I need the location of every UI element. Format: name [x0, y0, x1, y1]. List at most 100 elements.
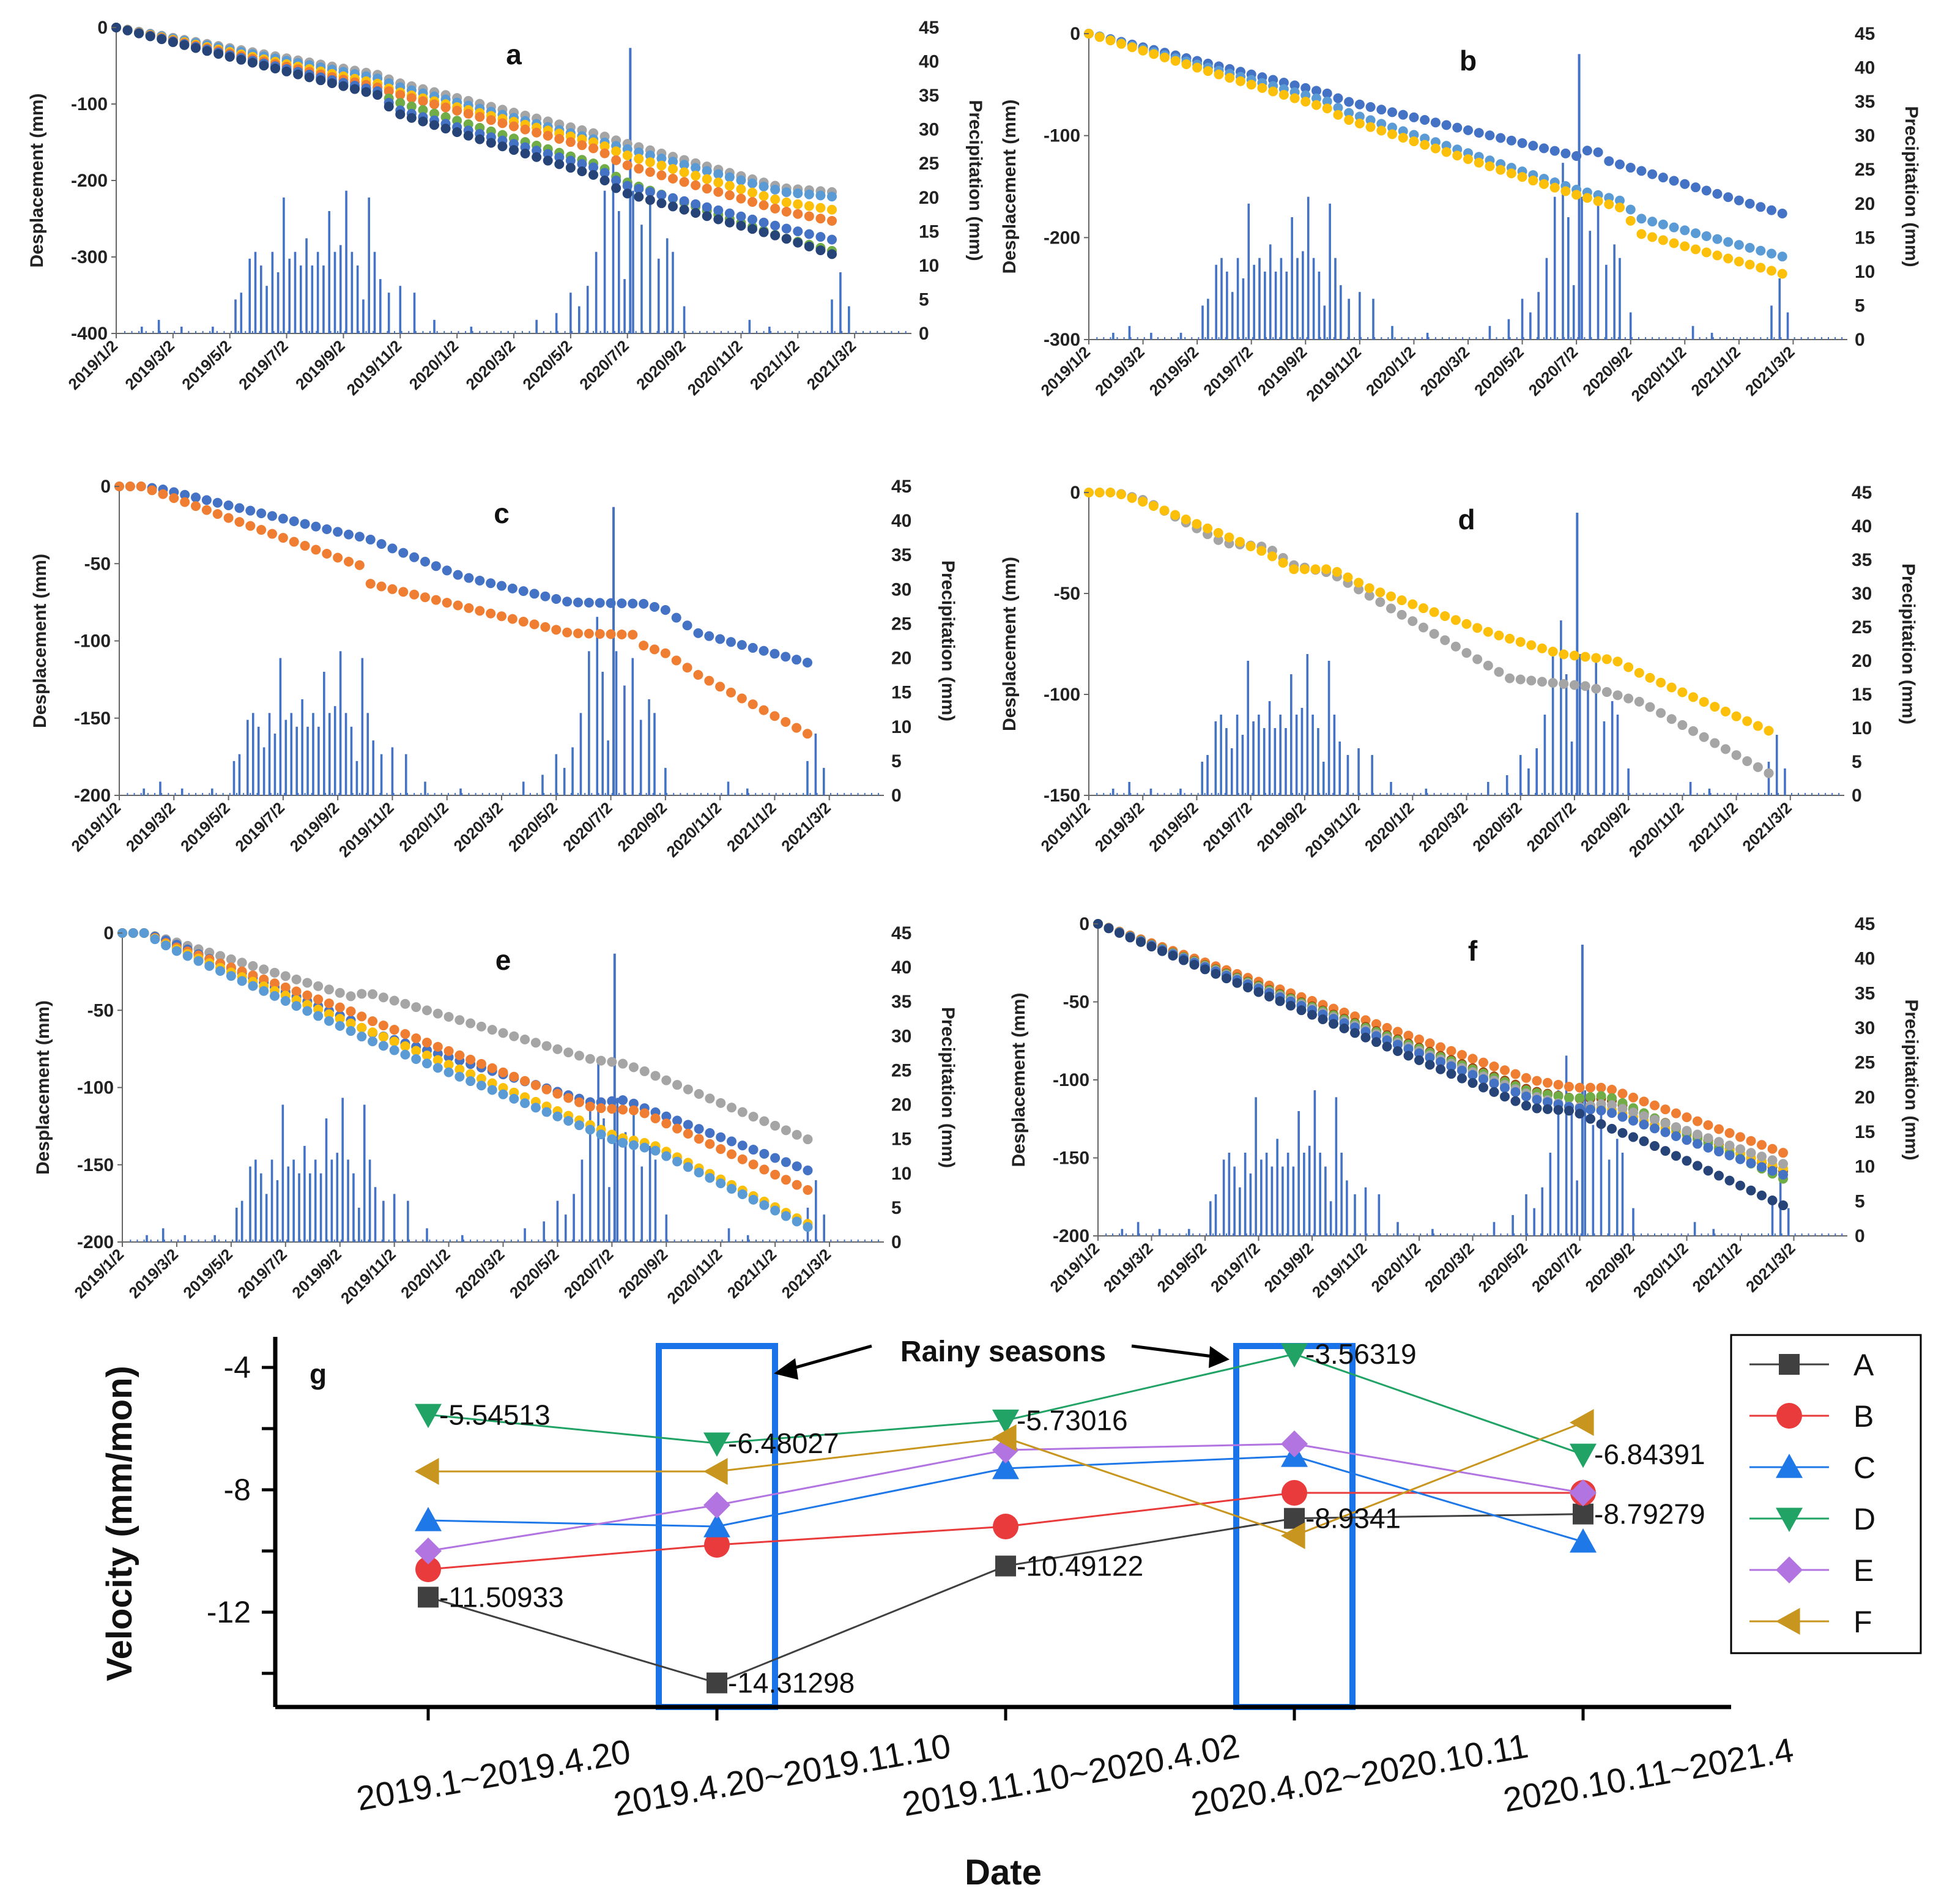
x-tick-label: 2020/3/2	[1416, 343, 1473, 400]
precip-bar	[408, 331, 410, 333]
data-point	[588, 162, 598, 173]
data-point	[1275, 996, 1285, 1006]
precip-bar	[1340, 337, 1341, 340]
precip-bar	[1306, 654, 1309, 795]
data-point	[759, 1148, 770, 1159]
data-point	[1767, 1155, 1778, 1166]
data-point	[280, 996, 291, 1006]
data-point	[736, 693, 747, 704]
precip-bar	[595, 251, 598, 333]
precip-bar	[1367, 337, 1369, 340]
precip-bar	[1834, 337, 1836, 340]
precip-bar	[263, 793, 265, 795]
precip-bar	[667, 1240, 669, 1242]
precip-bar	[154, 793, 156, 795]
precip-bar	[265, 1240, 267, 1242]
precip-bar	[543, 1221, 545, 1242]
precip-bar	[1513, 1233, 1515, 1236]
data-point	[442, 565, 452, 576]
y2-tick-label: 20	[891, 649, 911, 669]
data-point	[1699, 732, 1709, 742]
data-point	[267, 511, 277, 521]
marker-triangle-left	[703, 1458, 728, 1485]
precip-bar	[577, 306, 581, 333]
data-point	[727, 1149, 736, 1159]
precip-bar	[1334, 258, 1337, 340]
data-point	[803, 1222, 813, 1232]
data-point	[656, 170, 667, 180]
data-point	[1521, 1091, 1531, 1102]
precip-bar	[352, 793, 354, 795]
precip-bar	[1119, 1233, 1120, 1236]
precip-bar	[653, 713, 656, 795]
y-tick-label: -100	[71, 94, 108, 114]
precip-bar	[1473, 1233, 1475, 1236]
y2-tick-label: 35	[919, 86, 939, 106]
data-point	[147, 485, 157, 496]
precip-bar	[648, 1145, 651, 1242]
data-point	[1537, 643, 1547, 653]
precip-bar	[180, 788, 184, 795]
data-point	[672, 1080, 683, 1090]
precip-bar	[332, 793, 333, 795]
precip-bar	[440, 793, 442, 795]
precip-bar	[692, 331, 694, 333]
y-tick-label: -50	[84, 554, 111, 574]
precip-bar	[806, 331, 807, 333]
x-tick-label: 2020/5/2	[1469, 798, 1526, 855]
precip-bar	[707, 793, 709, 795]
data-point	[1693, 1129, 1702, 1140]
precip-bar	[1493, 1233, 1495, 1236]
precip-bar	[1103, 337, 1105, 340]
data-point	[671, 612, 681, 623]
precip-bar	[211, 1240, 213, 1242]
data-point	[1203, 66, 1213, 76]
data-point	[1549, 146, 1560, 156]
data-point	[599, 148, 610, 158]
precip-bar	[1260, 1159, 1263, 1236]
precip-bar	[1138, 1233, 1140, 1236]
y-tick-label: -100	[1044, 685, 1080, 705]
precip-bar	[1306, 337, 1308, 340]
x-tick-label: 2021/3/2	[803, 337, 860, 393]
data-point	[324, 1009, 334, 1019]
data-point	[454, 1015, 465, 1025]
precip-bar	[1638, 337, 1639, 340]
precip-bar	[468, 793, 470, 795]
precip-bar	[188, 793, 190, 795]
data-point	[1343, 572, 1353, 582]
data-point	[672, 1115, 683, 1126]
precip-bar	[814, 734, 817, 795]
precip-bar	[1529, 312, 1532, 340]
y2-tick-label: 15	[919, 221, 939, 242]
data-point	[1192, 62, 1203, 73]
precip-bar	[503, 1240, 505, 1242]
precip-bar	[1595, 793, 1597, 795]
precip-bar	[1271, 1166, 1274, 1236]
data-point	[1660, 1104, 1671, 1115]
data-point	[1461, 648, 1472, 658]
precip-bar	[1393, 1233, 1395, 1236]
data-point	[713, 169, 724, 179]
data-point	[634, 184, 644, 194]
data-point	[1607, 1108, 1617, 1118]
data-point	[1757, 1190, 1767, 1200]
data-point	[1418, 603, 1428, 614]
y2-tick-label: 25	[1855, 160, 1875, 180]
data-point	[1548, 647, 1558, 657]
data-point	[1712, 188, 1723, 199]
data-point	[498, 1067, 508, 1077]
precip-bar	[168, 793, 169, 795]
precip-bar	[284, 793, 286, 795]
data-point	[1299, 564, 1310, 575]
precip-bar	[209, 331, 211, 333]
precip-bar	[276, 793, 278, 795]
x-tick-label: 2020/1/2	[406, 337, 462, 393]
data-point	[573, 597, 583, 608]
data-point	[645, 195, 655, 205]
precip-bar	[727, 781, 730, 795]
data-point	[1436, 1064, 1445, 1074]
data-point	[1650, 1115, 1660, 1125]
precip-bar	[1818, 793, 1820, 795]
data-point	[1767, 248, 1776, 259]
